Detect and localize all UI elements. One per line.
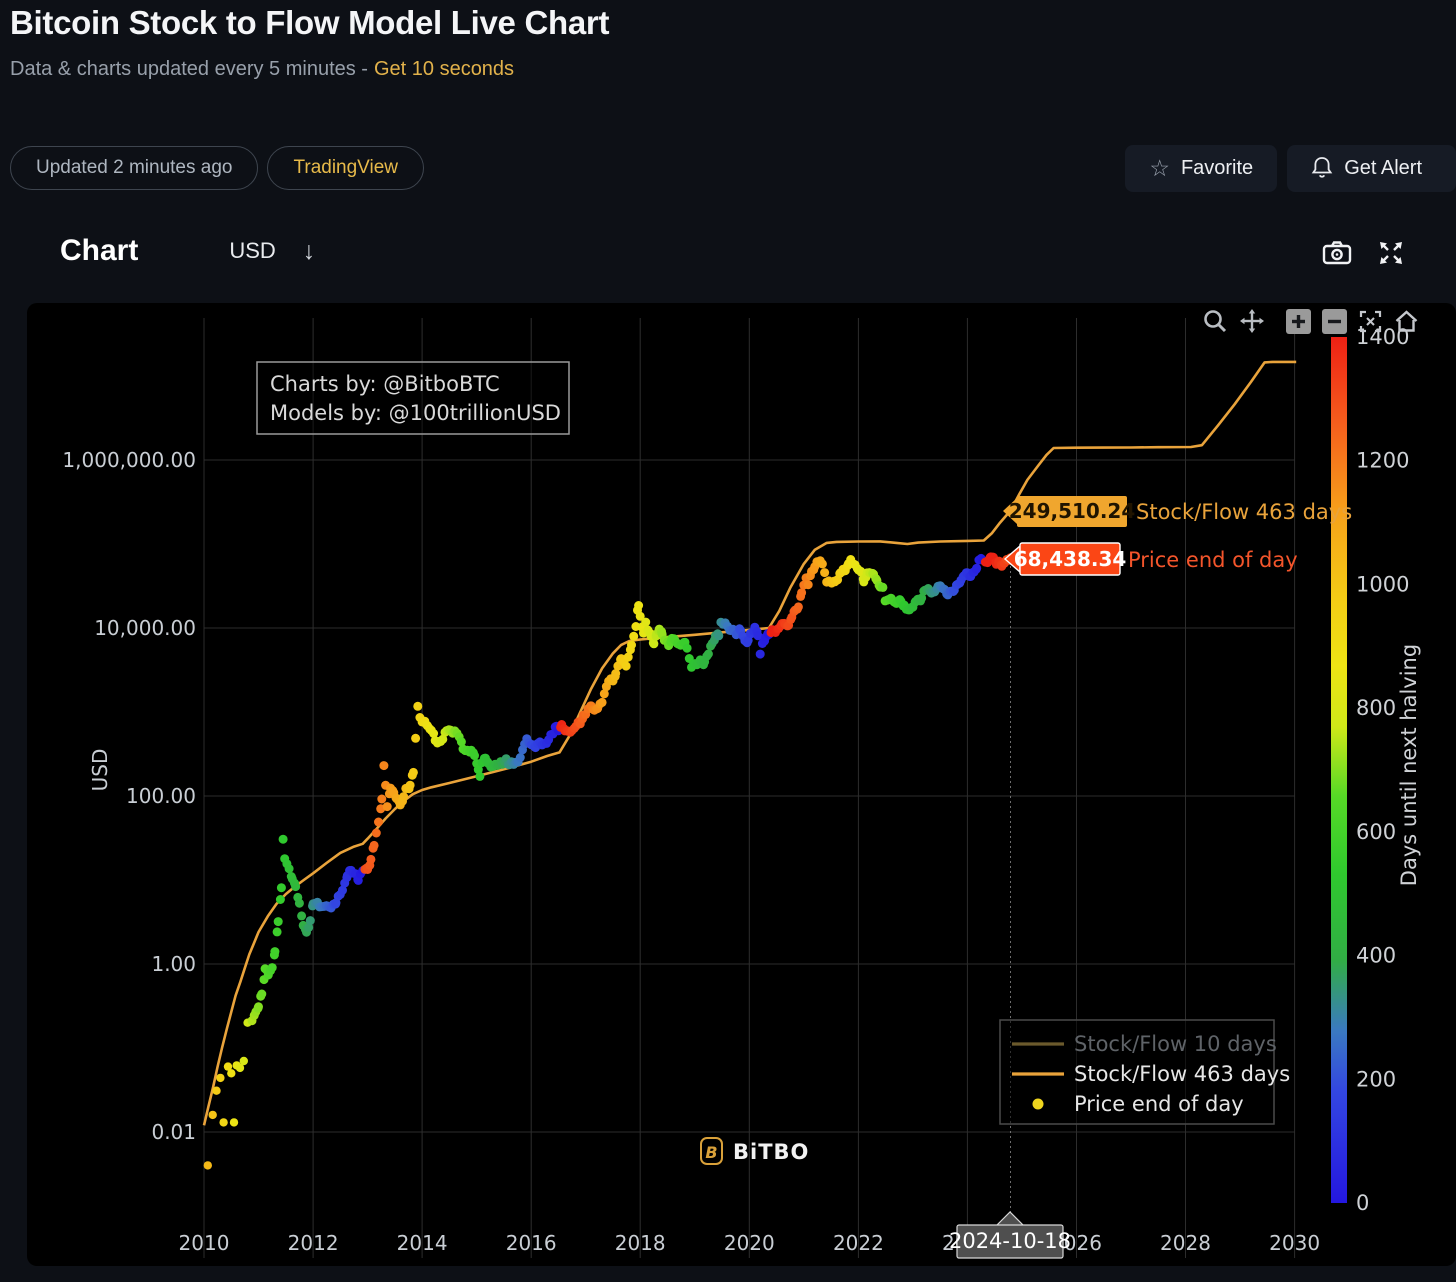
autoscale-icon[interactable] — [1359, 310, 1382, 333]
svg-text:Stock/Flow 463 days: Stock/Flow 463 days — [1136, 500, 1352, 524]
chart-modebar — [1204, 309, 1418, 334]
star-icon: ☆ — [1149, 155, 1170, 181]
get-alert-label: Get Alert — [1344, 157, 1422, 179]
action-button-row: ☆ Favorite Get Alert — [1125, 145, 1456, 192]
fullscreen-icon[interactable] — [1378, 240, 1404, 266]
svg-text:68,438.34: 68,438.34 — [1014, 547, 1127, 571]
get-alert-button[interactable]: Get Alert — [1287, 145, 1456, 192]
s2f-463-line — [202, 360, 1297, 1126]
zoom-in-button[interactable] — [1286, 309, 1311, 334]
zoom-tool-icon[interactable] — [1204, 310, 1227, 333]
currency-value[interactable]: USD — [229, 238, 276, 263]
chart-panel: 0.01 1.00 100.00 10,000.00 1,000,000.00 USD 20… — [27, 303, 1456, 1266]
chart-legend[interactable]: Stock/Flow 10 days Stock/Flow 463 days Pri… — [999, 1019, 1290, 1125]
price-series-dots — [203, 552, 1015, 1170]
svg-text:2018: 2018 — [615, 1231, 666, 1255]
svg-text:100.00: 100.00 — [126, 784, 196, 808]
page-subtitle: Data & charts updated every 5 minutes -G… — [10, 58, 514, 81]
y-axis-title: USD — [88, 749, 112, 792]
svg-text:B: B — [705, 1143, 717, 1162]
svg-text:Stock/Flow 463 days: Stock/Flow 463 days — [1074, 1062, 1290, 1086]
price-value-annotation: 68,438.34 Price end of day — [1003, 542, 1298, 576]
svg-text:10,000.00: 10,000.00 — [94, 616, 196, 640]
chart-header: Chart USD ↓ — [60, 234, 315, 268]
bitbo-watermark: B BiTBO — [700, 1137, 809, 1165]
svg-text:Stock/Flow 10 days: Stock/Flow 10 days — [1074, 1032, 1277, 1056]
svg-text:Price end of day: Price end of day — [1074, 1092, 1244, 1116]
svg-text:2010: 2010 — [179, 1231, 230, 1255]
colorbar-gradient — [1331, 337, 1347, 1203]
bell-icon — [1311, 155, 1333, 183]
svg-text:600: 600 — [1356, 820, 1396, 844]
svg-text:1.00: 1.00 — [151, 952, 196, 976]
svg-text:400: 400 — [1356, 944, 1396, 968]
svg-text:1200: 1200 — [1356, 449, 1409, 473]
svg-text:1,000,000.00: 1,000,000.00 — [62, 448, 196, 472]
svg-text:1000: 1000 — [1356, 572, 1409, 596]
svg-text:BiTBO: BiTBO — [733, 1140, 809, 1164]
svg-text:Price end of day: Price end of day — [1128, 548, 1298, 572]
colorbar-title: Days until next halving — [1397, 644, 1421, 886]
svg-text:0.01: 0.01 — [151, 1120, 196, 1144]
page-title: Bitcoin Stock to Flow Model Live Chart — [10, 4, 610, 41]
reset-axes-home-icon[interactable] — [1395, 310, 1418, 332]
chart-header-icons — [1322, 240, 1404, 266]
svg-text:1400: 1400 — [1356, 325, 1409, 349]
svg-text:2030: 2030 — [1269, 1231, 1320, 1255]
y-axis-labels: 0.01 1.00 100.00 10,000.00 1,000,000.00 USD — [62, 448, 196, 1144]
chart-section-title: Chart — [60, 234, 139, 267]
svg-text:0: 0 — [1356, 1191, 1369, 1215]
get-10-seconds-link[interactable]: Get 10 seconds — [373, 58, 515, 80]
svg-text:2024-10-18: 2024-10-18 — [949, 1229, 1071, 1253]
tradingview-pill[interactable]: TradingView — [267, 146, 425, 190]
svg-text:2016: 2016 — [506, 1231, 557, 1255]
date-tooltip: 2024-10-18 — [949, 1211, 1071, 1259]
svg-text:2022: 2022 — [833, 1231, 884, 1255]
credit-box: Charts by: @BitboBTC Models by: @100trill… — [256, 361, 570, 435]
s2f-value-annotation: 249,510.24 Stock/Flow 463 days — [1003, 496, 1352, 527]
svg-text:2020: 2020 — [724, 1231, 775, 1255]
chevron-down-icon[interactable]: ↓ — [302, 236, 316, 265]
svg-text:2012: 2012 — [288, 1231, 339, 1255]
zoom-out-button[interactable] — [1322, 309, 1347, 334]
svg-text:200: 200 — [1356, 1067, 1396, 1091]
svg-text:249,510.24: 249,510.24 — [1009, 499, 1136, 523]
pan-tool-icon[interactable] — [1240, 309, 1264, 333]
favorite-button[interactable]: ☆ Favorite — [1125, 145, 1278, 192]
svg-text:2014: 2014 — [397, 1231, 448, 1255]
svg-text:800: 800 — [1356, 696, 1396, 720]
updated-status-pill: Updated 2 minutes ago — [10, 146, 259, 190]
svg-text:Charts by: @BitboBTC: Charts by: @BitboBTC — [270, 372, 500, 396]
x-axis-labels: 2010201220142016201820202022202420262028… — [179, 1231, 1321, 1255]
stock-to-flow-chart: 0.01 1.00 100.00 10,000.00 1,000,000.00 USD 20… — [62, 309, 1421, 1259]
svg-text:Models by: @100trillionUSD: Models by: @100trillionUSD — [270, 401, 561, 425]
svg-text:2028: 2028 — [1160, 1231, 1211, 1255]
subtitle-text: Data & charts updated every 5 minutes - — [10, 58, 368, 80]
screenshot-camera-icon[interactable] — [1322, 240, 1352, 266]
status-pill-row: Updated 2 minutes ago TradingView — [10, 146, 425, 190]
colorbar: 0 200 400 600 800 1000 1200 1400 Days until next… — [1331, 325, 1421, 1215]
favorite-label: Favorite — [1180, 157, 1254, 179]
